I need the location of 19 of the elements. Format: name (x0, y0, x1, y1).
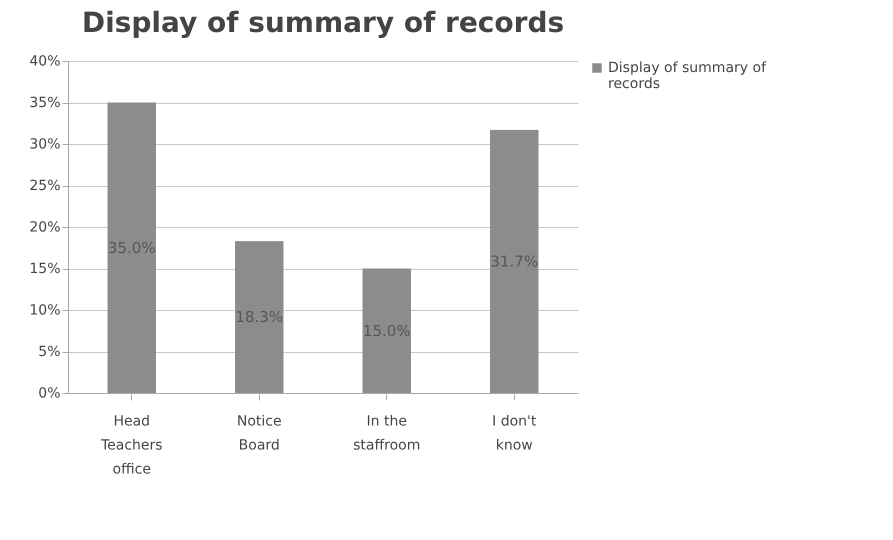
chart-title: Display of summary of records (82, 6, 564, 39)
bar (490, 130, 538, 393)
y-tick-label: 20% (29, 220, 60, 236)
y-tick-label: 40% (29, 54, 60, 70)
x-tick-label: Notice Board (236, 414, 282, 454)
y-tick-label: 25% (29, 178, 60, 194)
y-tick-label: 35% (29, 95, 60, 111)
y-tick-label: 0% (38, 386, 60, 402)
bar (235, 241, 284, 393)
y-tick-label: 15% (29, 261, 60, 277)
x-tick-label: In the staffroom (353, 414, 420, 454)
bar (108, 102, 156, 393)
bar (362, 268, 411, 393)
legend-label: Display of summary of records (608, 60, 768, 92)
y-tick-label: 10% (29, 302, 60, 318)
x-tick-label: I don't know (492, 414, 537, 454)
y-tick-label: 5% (38, 344, 60, 360)
x-tick-label: Head Teachers office (100, 414, 163, 478)
y-tick-label: 30% (29, 136, 60, 152)
